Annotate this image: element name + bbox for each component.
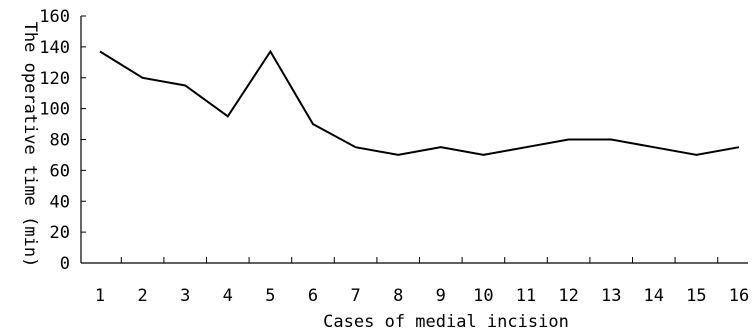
x-tick-label: 14 [644,286,664,306]
x-tick-label: 16 [729,286,749,306]
x-tick-label: 11 [516,286,536,306]
x-axis-title: Cases of medial incision [323,312,569,331]
y-tick-label: 160 [39,7,70,27]
x-tick-label: 13 [601,286,621,306]
x-tick-label: 2 [137,286,147,306]
y-tick-label: 0 [60,254,70,274]
y-tick-label: 60 [50,161,70,181]
x-tick-label: 7 [350,286,360,306]
y-axis-title: The operative time (min) [20,22,40,268]
x-tick-label: 1 [95,286,105,306]
x-tick-label: 10 [473,286,493,306]
x-tick-label: 8 [393,286,403,306]
x-tick-label: 6 [308,286,318,306]
x-tick-label: 15 [686,286,706,306]
y-tick-label: 20 [50,223,70,243]
x-axis-ticks: 1 2 3 4 5 6 7 8 9 10 11 12 13 14 15 16 [95,257,749,306]
x-tick-label: 3 [180,286,190,306]
y-axis-ticks: 0 20 40 60 80 100 120 140 160 [39,7,86,274]
y-tick-label: 120 [39,69,70,89]
x-tick-label: 4 [223,286,233,306]
y-tick-label: 140 [39,38,70,58]
series-line [99,49,740,156]
y-tick-label: 100 [39,100,70,120]
x-tick-label: 12 [558,286,578,306]
y-tick-label: 40 [50,192,70,212]
x-tick-label: 5 [265,286,275,306]
x-tick-label: 9 [436,286,446,306]
y-tick-label: 80 [50,131,70,151]
